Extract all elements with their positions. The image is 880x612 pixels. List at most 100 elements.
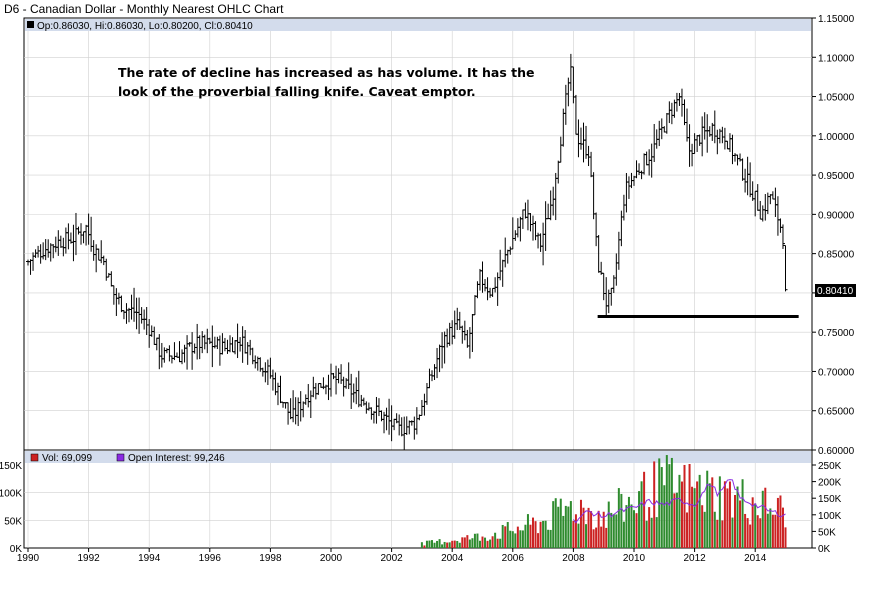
volume-bar: [595, 527, 598, 548]
volume-bar: [610, 512, 613, 548]
volume-bar: [453, 540, 456, 548]
volume-bar: [552, 501, 555, 548]
volume-bar: [723, 481, 726, 548]
volume-bar: [756, 515, 759, 548]
volume-bar: [739, 500, 742, 548]
open-interest-legend-swatch: [116, 453, 125, 462]
price-tick-label: 0.70000: [818, 367, 855, 378]
volume-bar: [491, 536, 494, 548]
volume-bar: [456, 541, 459, 548]
volume-bar: [516, 526, 519, 548]
volume-bar: [438, 539, 441, 548]
x-tick-label: 2000: [320, 553, 343, 564]
volume-bar: [446, 542, 449, 548]
volume-panel-frame: [23, 449, 813, 549]
volume-left-tick-label: 0K: [10, 544, 23, 555]
volume-bar: [478, 540, 481, 548]
volume-bar: [761, 490, 764, 548]
volume-left-tick-label: 150K: [0, 461, 22, 472]
volume-bar: [574, 514, 577, 548]
x-tick-label: 2002: [380, 553, 403, 564]
volume-bar: [784, 527, 787, 548]
price-tick-label: 0.95000: [818, 171, 855, 182]
volume-bar: [678, 474, 681, 548]
x-axis: 1990 1992 1994 1996 1998 2000 2002 2004 2006 2008…: [17, 548, 767, 564]
volume-bar: [675, 492, 678, 548]
volume-bar: [776, 497, 779, 548]
volume-bar: [612, 514, 615, 548]
volume-bar: [741, 479, 744, 548]
volume-bar: [425, 540, 428, 548]
price-tick-label: 1.10000: [818, 53, 855, 64]
price-panel: Op:0.86030, Hi:0.86030, Lo:0.80200, Cl:0…: [23, 17, 813, 452]
volume-bar: [532, 517, 534, 548]
volume-left-tick-label: 100K: [0, 489, 22, 500]
volume-bar: [713, 511, 716, 548]
volume-bar: [746, 518, 749, 548]
volume-bar: [622, 521, 625, 548]
volume-bar: [557, 506, 560, 548]
volume-bar: [585, 524, 588, 548]
volume-bar: [436, 540, 439, 548]
volume-bar: [706, 470, 709, 548]
x-tick-label: 1992: [77, 553, 100, 564]
volume-bar: [428, 540, 431, 548]
volume-bar: [499, 538, 502, 548]
volume-bar: [471, 538, 474, 548]
volume-bar: [519, 530, 522, 548]
volume-bar: [721, 520, 724, 548]
volume-panel: Vol: 69,099 Open Interest: 99,246: [23, 449, 813, 549]
price-tick-label: 0.90000: [818, 210, 855, 221]
volume-bar: [764, 487, 767, 548]
volume-bar: [781, 507, 784, 548]
volume-bar: [703, 511, 706, 548]
volume-bar: [607, 501, 610, 548]
volume-bar: [431, 540, 433, 548]
x-tick-label: 2014: [744, 553, 767, 564]
volume-bar: [582, 507, 585, 548]
volume-left-tick-label: 50K: [4, 516, 22, 527]
volume-bar: [458, 542, 461, 548]
volume-bar: [539, 521, 542, 548]
volume-bar: [701, 505, 704, 548]
price-tick-label: 1.00000: [818, 132, 855, 143]
volume-bar: [504, 526, 507, 548]
x-tick-label: 2010: [623, 553, 646, 564]
price-tick-label: 1.05000: [818, 93, 855, 104]
volume-bar: [597, 510, 600, 548]
volume-bar: [605, 527, 608, 548]
volume-bar: [711, 477, 714, 548]
ohlc-bars: [26, 53, 788, 452]
volume-bar: [708, 483, 711, 548]
volume-bar: [617, 488, 620, 548]
volume-bar: [630, 504, 633, 548]
volume-bar: [627, 496, 630, 548]
ohlc-readout: Op:0.86030, Hi:0.86030, Lo:0.80200, Cl:0…: [37, 21, 253, 32]
volume-right-tick-label: 100K: [818, 511, 842, 522]
volume-bar: [615, 514, 618, 548]
x-tick-label: 1994: [138, 553, 161, 564]
x-tick-label: 2012: [683, 553, 706, 564]
volume-bar: [698, 474, 701, 548]
volume-bar: [663, 485, 666, 548]
volume-bar: [693, 488, 696, 548]
volume-bar: [751, 497, 754, 548]
volume-bar: [448, 542, 451, 548]
volume-bar: [461, 537, 464, 548]
x-tick-label: 2004: [441, 553, 464, 564]
open-interest-legend-label: Open Interest: 99,246: [128, 453, 225, 464]
open-interest-line: [573, 479, 786, 524]
volume-bar: [592, 529, 595, 548]
price-panel-frame: [23, 17, 813, 451]
volume-bar: [759, 518, 762, 548]
volume-bar: [691, 486, 694, 548]
price-tick-label: 0.60000: [818, 446, 855, 457]
volume-bar: [769, 508, 772, 548]
volume-bar: [779, 495, 782, 548]
volume-bar: [643, 471, 646, 548]
volume-bar: [526, 514, 529, 548]
volume-bar: [726, 488, 729, 548]
price-tick-label: 0.65000: [818, 407, 855, 418]
volume-bar: [640, 481, 643, 548]
x-tick-label: 2008: [562, 553, 585, 564]
